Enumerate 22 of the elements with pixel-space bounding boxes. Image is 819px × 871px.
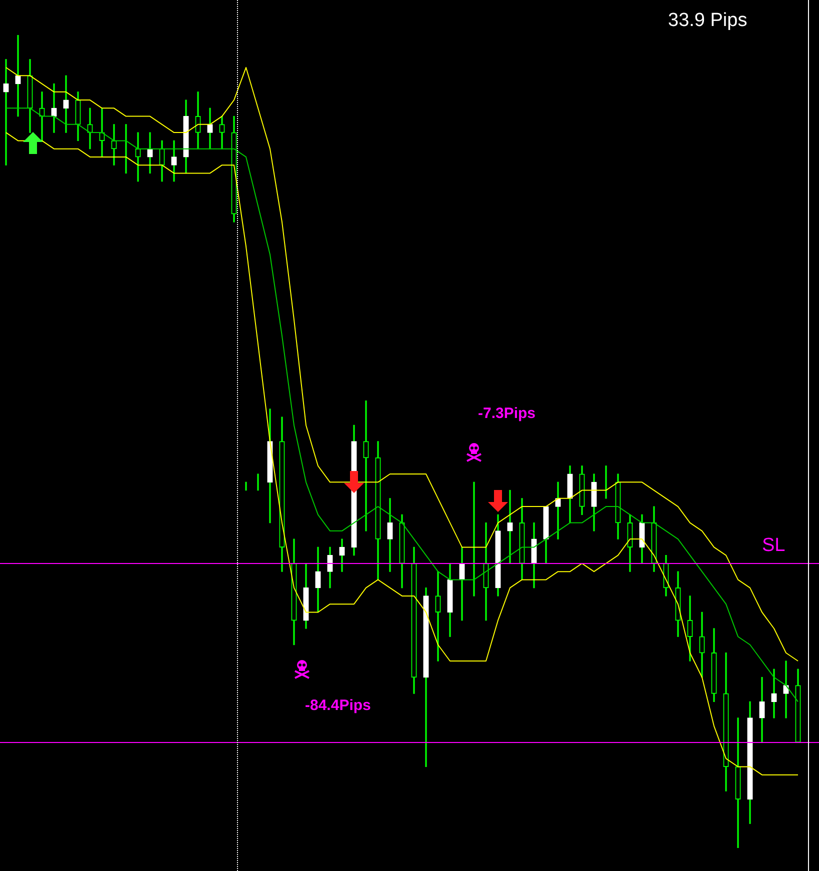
candlestick	[147, 132, 153, 174]
candlestick	[3, 59, 9, 166]
candlestick	[783, 660, 789, 718]
annotation: -84.4Pips	[305, 697, 371, 714]
candlestick	[363, 400, 369, 532]
candlestick	[771, 668, 777, 718]
candlestick	[435, 571, 441, 662]
candlestick	[207, 108, 213, 150]
candlestick	[135, 132, 141, 182]
candlestick	[99, 108, 105, 158]
candlestick	[507, 490, 513, 564]
candlestick	[111, 124, 117, 166]
candlestick	[459, 546, 465, 621]
candlestick	[555, 482, 561, 540]
candlestick	[87, 108, 93, 150]
candlestick	[51, 83, 57, 133]
ref-line-label: SL	[762, 535, 786, 558]
candlestick	[39, 92, 45, 142]
text: 33.9 Pips	[668, 10, 748, 32]
candlestick	[15, 35, 21, 117]
candlestick	[63, 75, 69, 133]
annotation: -7.3Pips	[478, 405, 536, 422]
